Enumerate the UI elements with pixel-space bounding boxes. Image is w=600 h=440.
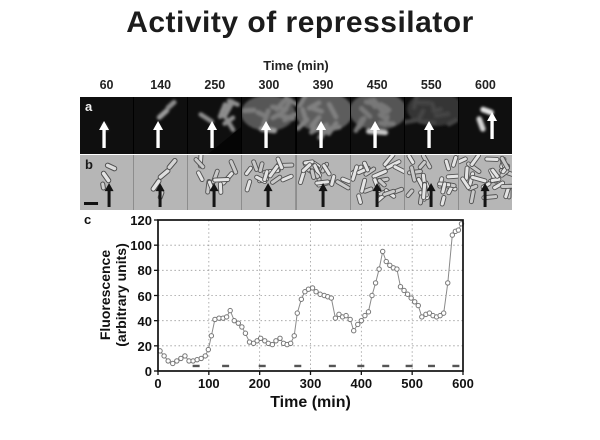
x-tick-label-500: 500 [401, 376, 423, 391]
micrograph-a-frame-600 [458, 97, 512, 154]
brightfield-micrograph-row: b [80, 155, 512, 210]
x-tick-label-400: 400 [350, 376, 373, 391]
micrograph-a-frame-60 [80, 97, 134, 154]
y-tick-label-0: 0 [144, 364, 152, 379]
micrograph-a-frame-300 [242, 97, 296, 154]
y-tick-label-100: 100 [130, 238, 152, 254]
micrograph-b-frame-140 [134, 155, 188, 210]
timepoint-label-450: 450 [366, 78, 388, 92]
timepoint-label-140: 140 [150, 78, 172, 92]
scale-bar [84, 202, 99, 205]
micrograph-b-frame-60 [80, 155, 134, 210]
micrograph-b-frame-600 [458, 155, 512, 210]
x-tick-label-0: 0 [154, 376, 162, 391]
micrograph-a-frame-140 [134, 97, 188, 154]
micrograph-a-frame-250 [188, 97, 242, 154]
micrograph-b-frame-390 [296, 155, 350, 210]
timepoint-label-250: 250 [204, 78, 226, 92]
x-tick-label-200: 200 [248, 376, 271, 391]
micrograph-b-frame-250 [188, 155, 242, 210]
micrograph-b-frame-550 [404, 155, 458, 210]
x-tick-label-100: 100 [197, 376, 220, 391]
micrograph-a-frame-450 [350, 97, 404, 154]
x-tick-label-600: 600 [452, 376, 474, 391]
fluorescence-micrograph-row: a [80, 97, 512, 154]
y-tick-label-40: 40 [137, 313, 152, 329]
y-tick-label-120: 120 [130, 213, 152, 228]
fluorescence-plot [154, 219, 465, 375]
y-tick-label-80: 80 [137, 263, 152, 279]
slide-title: Activity of repressilator [126, 6, 474, 39]
plot-canvas [154, 219, 465, 375]
strip-time-header: Time (min) [263, 58, 329, 73]
timepoint-label-390: 390 [312, 78, 334, 92]
micrograph-a-frame-390 [296, 97, 350, 154]
y-tick-label-20: 20 [137, 338, 152, 354]
timepoint-label-300: 300 [258, 78, 280, 92]
x-axis-label: Time (min) [270, 394, 351, 411]
timepoint-label-60: 60 [99, 78, 114, 92]
panel-a-label: a [85, 99, 93, 114]
timepoint-labels-row: 60 140 250 300 390 450 550 600 [80, 78, 512, 94]
panel-b-label: b [85, 157, 93, 172]
y-axis-label-line1: Fluorescence [96, 249, 113, 341]
panel-c-label: c [84, 212, 92, 227]
x-tick-label-300: 300 [299, 376, 322, 391]
micrograph-b-frame-450 [350, 155, 404, 210]
timepoint-label-550: 550 [420, 78, 442, 92]
timepoint-label-600: 600 [475, 78, 496, 92]
micrograph-b-frame-300 [242, 155, 296, 210]
micrograph-a-frame-550 [404, 97, 458, 154]
y-tick-label-60: 60 [137, 288, 152, 304]
